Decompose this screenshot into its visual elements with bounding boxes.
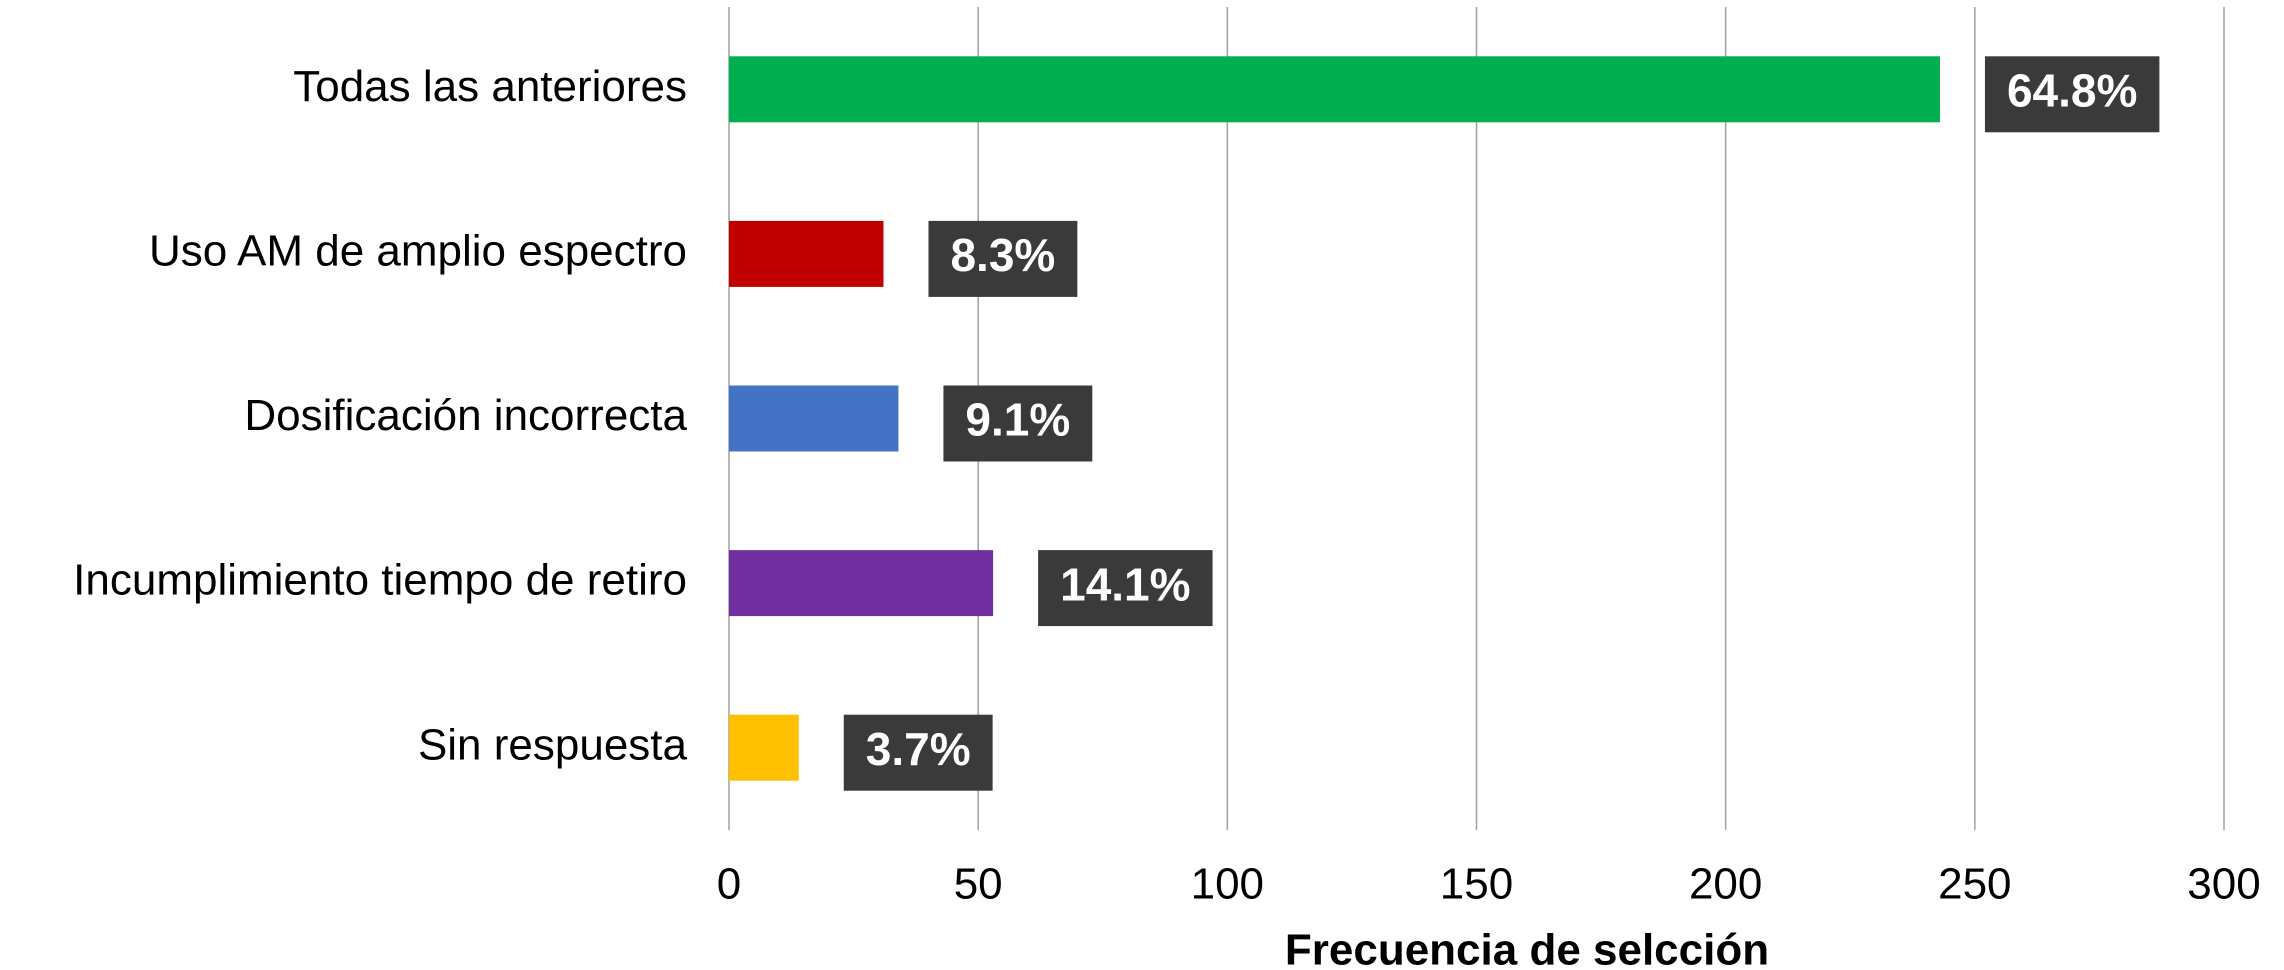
- x-tick-label: 200: [1689, 860, 1762, 909]
- x-tick-label: 250: [1938, 860, 2011, 909]
- y-tick-label: Sin respuesta: [418, 720, 688, 769]
- data-label-text: 8.3%: [950, 229, 1055, 281]
- bar: [729, 714, 799, 781]
- data-label-text: 14.1%: [1060, 558, 1190, 610]
- data-label: 9.1%: [943, 385, 1093, 462]
- x-tick-label: 100: [1191, 860, 1264, 909]
- x-tick-label: 50: [954, 860, 1003, 909]
- y-tick-label: Todas las anteriores: [293, 62, 687, 111]
- bar: [729, 385, 899, 452]
- bar: [729, 550, 994, 617]
- data-label: 64.8%: [1984, 56, 2160, 133]
- data-label-text: 64.8%: [2007, 64, 2137, 116]
- data-label-text: 9.1%: [965, 394, 1070, 446]
- bar: [729, 56, 1940, 123]
- x-tick-label: 300: [2187, 860, 2260, 909]
- data-label: 3.7%: [843, 714, 993, 791]
- data-label: 14.1%: [1038, 550, 1213, 627]
- x-axis-title: Frecuencia de selcción: [1285, 926, 1769, 970]
- x-tick-label: 150: [1440, 860, 1513, 909]
- data-label-box: [928, 220, 1078, 297]
- y-tick-label: Uso AM de amplio espectro: [149, 227, 687, 276]
- data-label-text: 3.7%: [866, 723, 971, 775]
- data-label: 8.3%: [928, 220, 1078, 297]
- data-label-box: [943, 385, 1093, 462]
- x-tick-label: 0: [717, 860, 741, 909]
- y-tick-label: Dosificación incorrecta: [244, 391, 687, 440]
- data-label-box: [1984, 56, 2160, 133]
- bar: [729, 220, 884, 287]
- y-tick-label: Incumplimiento tiempo de retiro: [73, 556, 687, 605]
- data-label-box: [843, 714, 993, 791]
- data-label-box: [1038, 550, 1213, 627]
